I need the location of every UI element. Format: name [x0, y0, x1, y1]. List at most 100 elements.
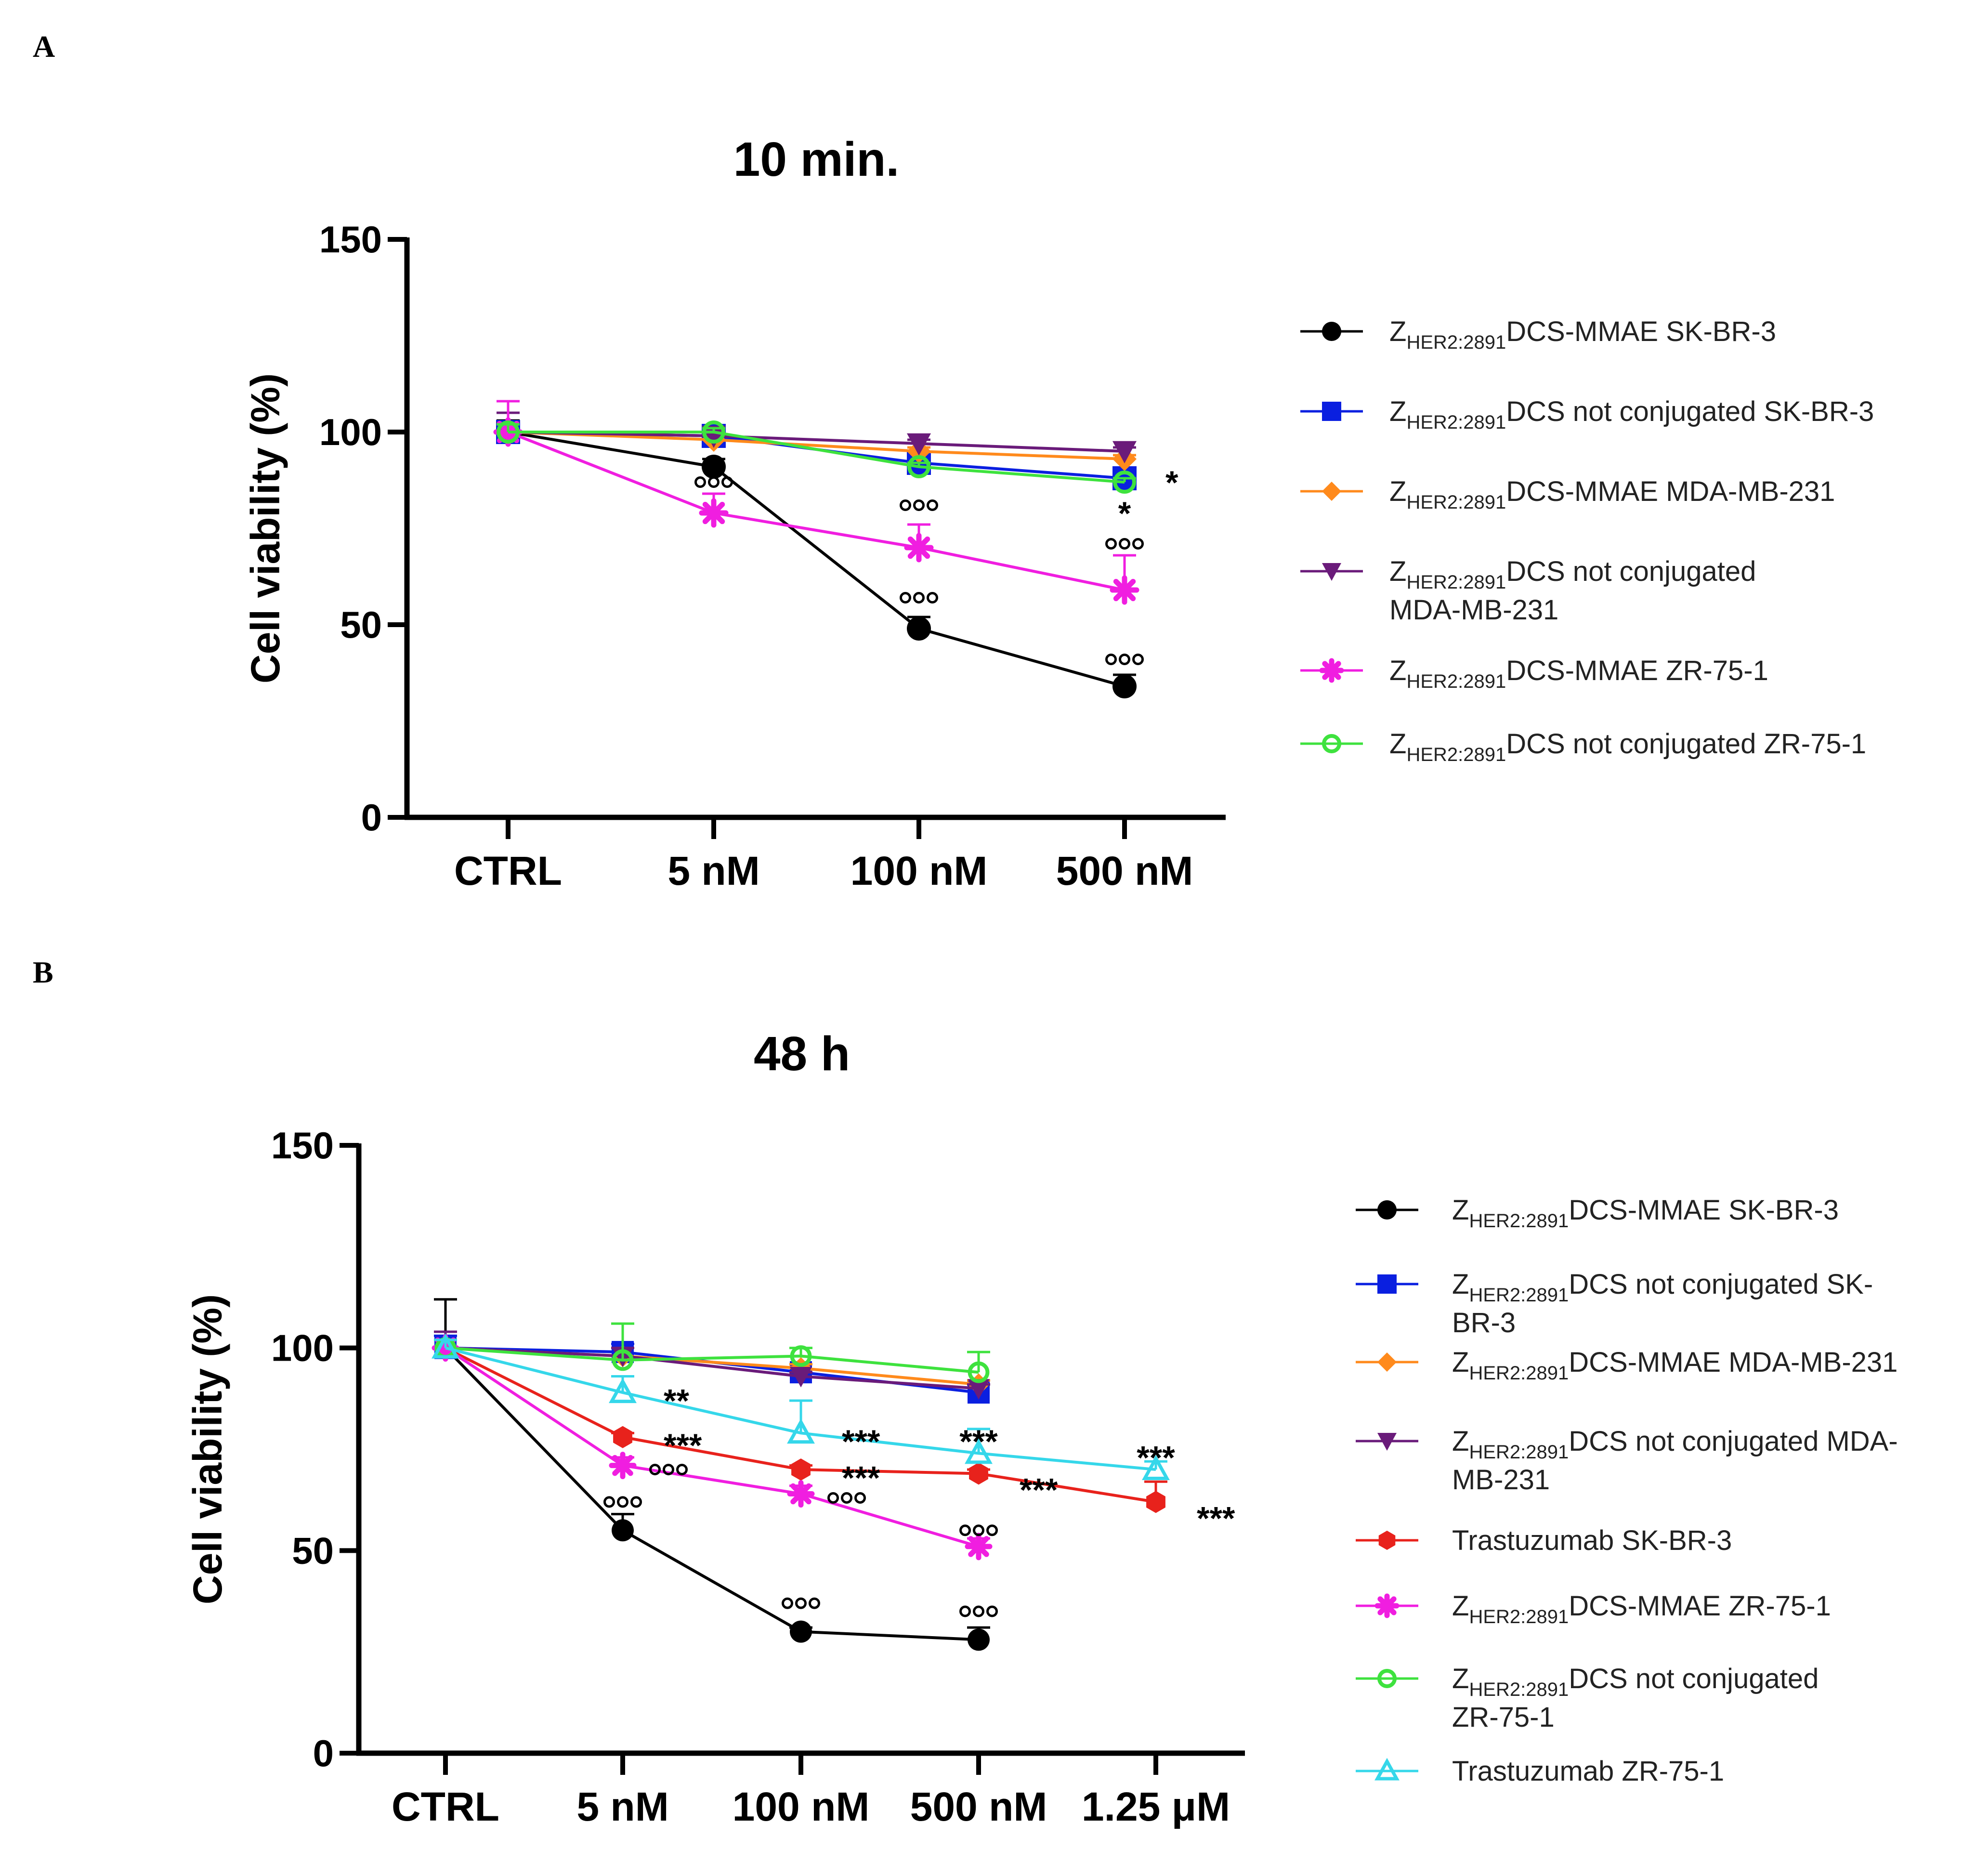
- significance-ooo: [1105, 538, 1144, 550]
- data-point: [790, 1345, 812, 1367]
- series-0: [496, 419, 1137, 698]
- data-point: [968, 1628, 990, 1651]
- legend-label-z: Z: [1452, 1590, 1469, 1622]
- series-line: [507, 431, 1125, 591]
- data-point: [1112, 441, 1137, 463]
- legend-label-sub: HER2:2891: [1469, 1442, 1569, 1463]
- ooo-circle: [649, 1464, 661, 1476]
- marker-core: [1383, 1601, 1391, 1610]
- legend-label-line2: ZR-75-1: [1452, 1702, 1555, 1733]
- y-axis-label: Cell viability (%): [185, 1294, 230, 1604]
- series-line: [445, 1347, 979, 1548]
- legend-item-3: ZHER2:2891DCS not conjugated MDA-MB-231: [1356, 1426, 1898, 1496]
- legend-label-sub: HER2:2891: [1406, 492, 1506, 513]
- y-tick-label: 100: [271, 1327, 334, 1369]
- marker-core: [913, 542, 925, 553]
- ooo-circle: [973, 1605, 984, 1617]
- data-point: [968, 1361, 990, 1383]
- data-point: [497, 420, 520, 444]
- legend-item-7: Trastuzumab ZR-75-1: [1356, 1756, 1724, 1787]
- series-line: [444, 1347, 979, 1641]
- ooo-circle: [900, 499, 911, 511]
- legend-label-main: DCS-MMAE MDA-MB-231: [1506, 476, 1835, 507]
- legend-label: ZHER2:2891DCS-MMAE ZR-75-1: [1389, 655, 1768, 692]
- ooo-circle: [986, 1605, 998, 1617]
- legend-label-sub: HER2:2891: [1469, 1285, 1569, 1306]
- legend-label: ZHER2:2891DCS-MMAE MDA-MB-231: [1452, 1347, 1898, 1384]
- legend-label-sub: HER2:2891: [1469, 1210, 1569, 1232]
- legend-label: ZHER2:2891DCS-MMAE SK-BR-3: [1389, 316, 1776, 353]
- significance-star: ***: [842, 1459, 880, 1496]
- data-point: [702, 455, 726, 479]
- ooo-circle: [913, 499, 925, 511]
- data-point: [907, 617, 931, 641]
- ooo-circle: [721, 476, 733, 488]
- y-tick-label: 50: [340, 603, 382, 646]
- legend-swatch-marker: [1322, 563, 1341, 581]
- x-tick-label: 500 nM: [1056, 848, 1193, 893]
- significance-star: ***: [664, 1427, 702, 1464]
- legend-label: ZHER2:2891DCS not conjugated ZR-75-1: [1389, 728, 1866, 765]
- ooo-circle: [913, 592, 925, 603]
- data-point: [965, 1439, 993, 1464]
- legend-label-main: Trastuzumab ZR-75-1: [1452, 1756, 1724, 1787]
- data-point: [1142, 1455, 1170, 1480]
- significance-ooo: [959, 1524, 998, 1536]
- data-point: [791, 1458, 811, 1481]
- x-tick-label: 500 nM: [910, 1784, 1047, 1829]
- data-point: [790, 1367, 812, 1388]
- data-point: [787, 1480, 815, 1508]
- significance-star: ***: [842, 1423, 880, 1460]
- ooo-circle: [694, 476, 706, 488]
- series-line: [508, 431, 1125, 484]
- legend-item-1: ZHER2:2891DCS not conjugated SK-BR-3: [1300, 396, 1874, 433]
- legend-label-main: DCS-MMAE ZR-75-1: [1569, 1590, 1831, 1622]
- x-tick-label: 5 nM: [576, 1784, 668, 1829]
- ooo-circle: [630, 1496, 642, 1508]
- data-point: [969, 1462, 988, 1485]
- legend-swatch-marker: [1374, 1593, 1400, 1618]
- legend-swatch-marker: [1322, 734, 1341, 753]
- ooo-circle: [927, 592, 938, 603]
- legend-label-main: Trastuzumab SK-BR-3: [1452, 1525, 1732, 1556]
- legend-label-z: Z: [1389, 728, 1406, 760]
- legend-label-main: DCS not conjugated: [1569, 1663, 1819, 1694]
- marker-core: [973, 1541, 984, 1552]
- significance-ooo: [649, 1464, 688, 1476]
- legend-label-z: Z: [1452, 1347, 1469, 1378]
- series-6: [434, 1322, 990, 1383]
- significance-star: ***: [1197, 1500, 1235, 1537]
- y-tick-label: 100: [319, 411, 382, 453]
- legend-label-line2: MDA-MB-231: [1389, 594, 1558, 626]
- series-line: [508, 431, 1125, 688]
- x-tick-label: 5 nM: [667, 848, 759, 893]
- legend-swatch-marker: [1322, 322, 1341, 341]
- legend-label-line2: MB-231: [1452, 1464, 1550, 1496]
- legend-item-0: ZHER2:2891DCS-MMAE SK-BR-3: [1300, 316, 1776, 353]
- significance-star: ***: [1137, 1439, 1175, 1476]
- panel-a-letter: A: [33, 29, 55, 64]
- data-point: [965, 1533, 993, 1561]
- legend-swatch-marker: [1378, 1531, 1396, 1550]
- significance-ooo: [900, 592, 938, 603]
- x-tick-label: 100 nM: [733, 1784, 870, 1829]
- data-point: [612, 1519, 634, 1542]
- series-7: [432, 1333, 1170, 1480]
- ooo-circle: [827, 1492, 839, 1504]
- legend-label-main: DCS not conjugated SK-BR-3: [1506, 396, 1874, 427]
- ooo-circle: [663, 1464, 674, 1476]
- legend-label: Trastuzumab SK-BR-3: [1452, 1525, 1732, 1556]
- legend-swatch-marker: [1377, 1669, 1397, 1688]
- legend-label-sub: HER2:2891: [1469, 1606, 1569, 1627]
- significance-star: ***: [1020, 1472, 1058, 1509]
- legend-label-main: DCS-MMAE SK-BR-3: [1506, 316, 1776, 347]
- data-point: [790, 1620, 812, 1643]
- data-point: [907, 433, 931, 456]
- ooo-circle: [782, 1597, 793, 1609]
- legend-swatch-marker: [1377, 1274, 1397, 1294]
- legend-swatch-marker: [1319, 658, 1344, 683]
- chart-a: 10 min. Cell viability (%) 0 50 100 150 CTRL 5 …: [243, 132, 1874, 893]
- legend-label-main: DCS-MMAE ZR-75-1: [1506, 655, 1768, 686]
- legend-item-5: ZHER2:2891DCS-MMAE ZR-75-1: [1356, 1590, 1831, 1627]
